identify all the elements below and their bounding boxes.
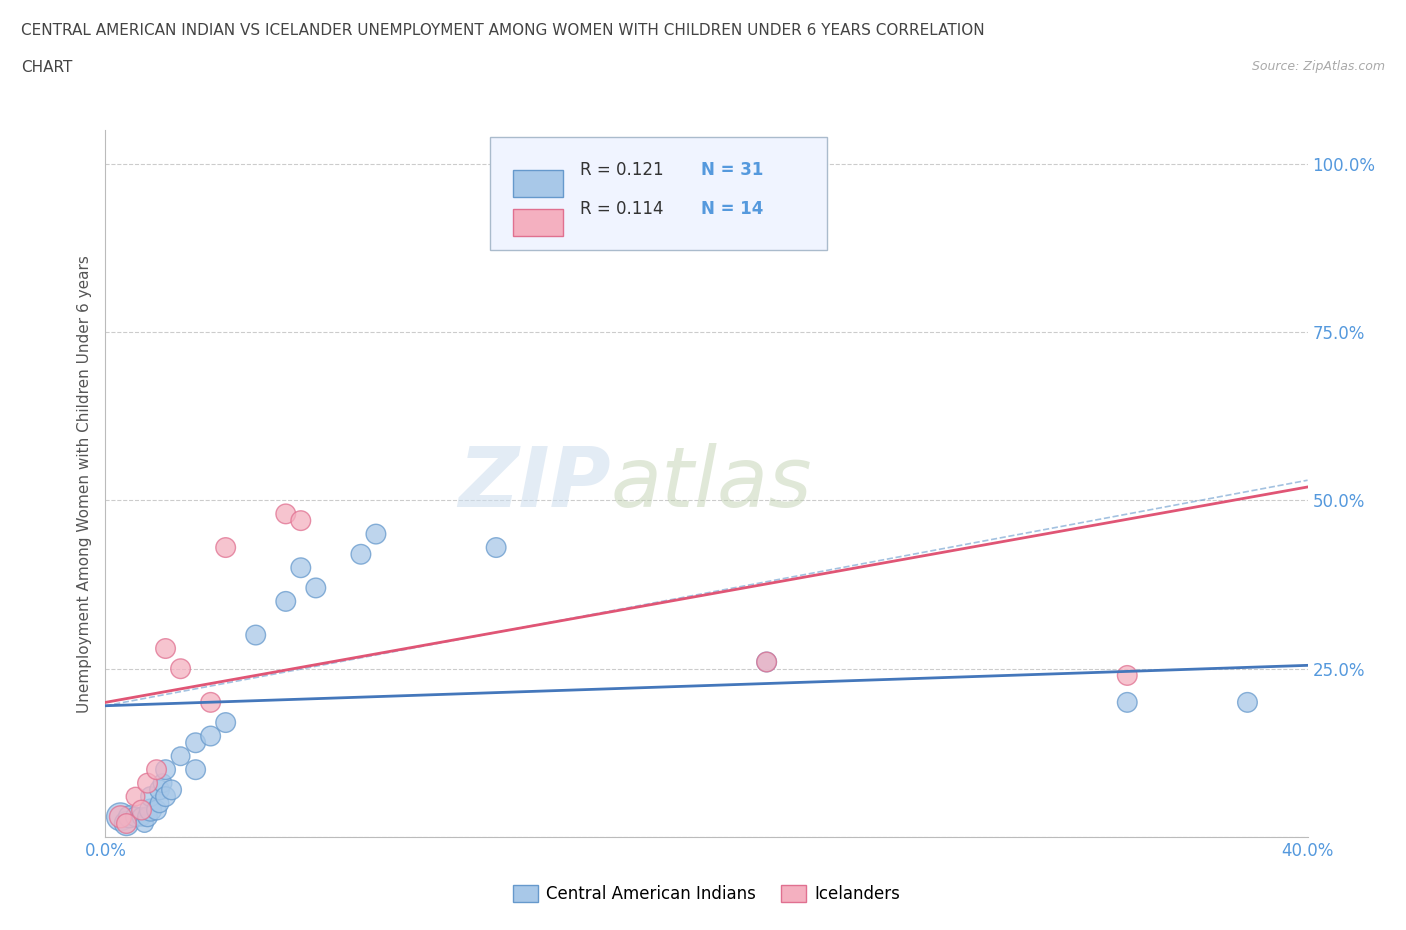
Point xyxy=(148,782,170,797)
Point xyxy=(290,513,312,528)
Point xyxy=(214,540,236,555)
Point xyxy=(155,790,177,804)
Point xyxy=(350,547,373,562)
Text: atlas: atlas xyxy=(610,443,813,525)
Point xyxy=(755,655,778,670)
Point xyxy=(145,803,167,817)
Y-axis label: Unemployment Among Women with Children Under 6 years: Unemployment Among Women with Children U… xyxy=(77,255,93,712)
Point xyxy=(136,776,159,790)
Point xyxy=(214,715,236,730)
FancyBboxPatch shape xyxy=(513,208,564,235)
Point xyxy=(155,641,177,656)
Point xyxy=(485,540,508,555)
Point xyxy=(131,809,153,824)
Point xyxy=(124,809,146,824)
Point xyxy=(115,817,138,831)
Point xyxy=(169,749,191,764)
Point xyxy=(1116,668,1139,683)
FancyBboxPatch shape xyxy=(513,170,564,196)
Text: R = 0.121: R = 0.121 xyxy=(581,162,664,179)
Point xyxy=(145,763,167,777)
Text: ZIP: ZIP xyxy=(458,443,610,525)
Point xyxy=(139,803,162,817)
Point xyxy=(169,661,191,676)
Point xyxy=(110,809,132,824)
Point xyxy=(274,507,297,522)
Point xyxy=(364,526,387,541)
Point xyxy=(245,628,267,643)
Point xyxy=(305,580,328,595)
Point xyxy=(160,782,183,797)
Point xyxy=(755,655,778,670)
Text: CHART: CHART xyxy=(21,60,73,75)
Point xyxy=(155,763,177,777)
Text: R = 0.114: R = 0.114 xyxy=(581,200,664,219)
Point xyxy=(110,809,132,824)
Point xyxy=(118,809,141,824)
Point xyxy=(136,809,159,824)
Legend: Central American Indians, Icelanders: Central American Indians, Icelanders xyxy=(506,879,907,910)
Text: N = 14: N = 14 xyxy=(700,200,763,219)
Point xyxy=(115,817,138,831)
Point xyxy=(184,736,207,751)
Text: CENTRAL AMERICAN INDIAN VS ICELANDER UNEMPLOYMENT AMONG WOMEN WITH CHILDREN UNDE: CENTRAL AMERICAN INDIAN VS ICELANDER UNE… xyxy=(21,23,984,38)
Point xyxy=(184,763,207,777)
Point xyxy=(200,695,222,710)
Text: N = 31: N = 31 xyxy=(700,162,763,179)
Point xyxy=(134,817,156,831)
Point xyxy=(200,728,222,743)
Point xyxy=(148,796,170,811)
Point xyxy=(131,803,153,817)
Point xyxy=(124,790,146,804)
Point xyxy=(1116,695,1139,710)
Point xyxy=(1236,695,1258,710)
Point xyxy=(152,776,174,790)
Point xyxy=(274,594,297,609)
FancyBboxPatch shape xyxy=(491,138,827,250)
Point xyxy=(139,790,162,804)
Point xyxy=(290,560,312,575)
Text: Source: ZipAtlas.com: Source: ZipAtlas.com xyxy=(1251,60,1385,73)
